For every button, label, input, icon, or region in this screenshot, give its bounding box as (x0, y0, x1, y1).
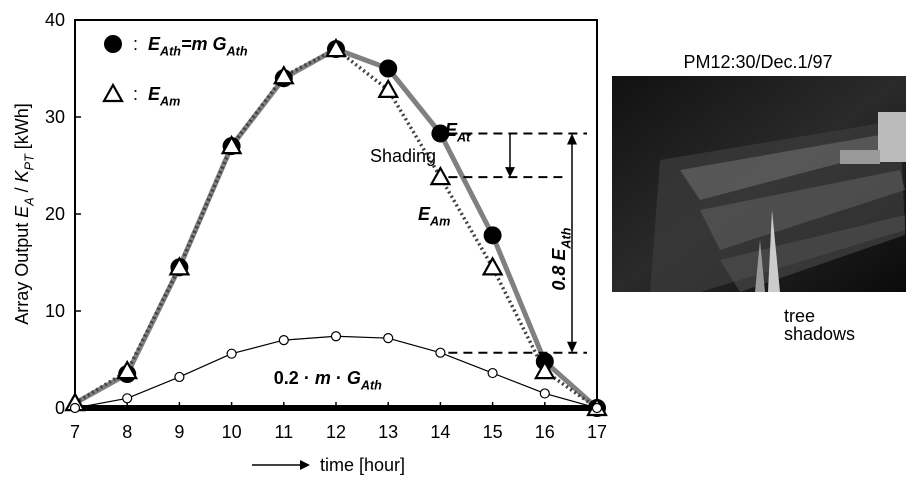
text-part: Ath (159, 44, 181, 58)
x-tick-label: 14 (430, 422, 450, 442)
rich-text: EAm (418, 204, 450, 228)
text-part: Am (159, 94, 180, 108)
x-tick-label: 12 (326, 422, 346, 442)
marker (325, 37, 347, 58)
marker (429, 165, 452, 186)
photo-label: tree (784, 306, 815, 326)
text-part: Array Output (12, 218, 32, 325)
marker (377, 78, 400, 98)
text-part: At (456, 130, 471, 144)
rich-text: 0.2 · m · GAth (274, 368, 382, 392)
text-part: K (12, 169, 32, 182)
text-part: PT (22, 153, 36, 170)
marker (483, 226, 502, 245)
marker (431, 124, 450, 143)
rich-text: EAt (445, 120, 471, 144)
text-part: E (445, 120, 458, 140)
marker (220, 134, 243, 155)
marker (533, 359, 556, 380)
arrowhead (567, 133, 577, 145)
marker (481, 256, 504, 276)
text-part: Ath (559, 227, 573, 249)
text-part: 0.8 (549, 261, 569, 291)
x-tick-label: 11 (274, 422, 293, 442)
text-part: E (12, 205, 32, 218)
text-part: · (331, 368, 347, 388)
rich-text: Shading (370, 146, 436, 166)
y-tick-label: 40 (45, 10, 65, 30)
plot-frame (74, 19, 598, 409)
x-tick-label: 9 (174, 422, 184, 442)
xlabel-arrowhead (300, 460, 310, 470)
rich-text: 0.8 EAth (549, 227, 573, 290)
text-part: Ath (360, 379, 382, 393)
x-tick-label: 8 (122, 422, 132, 442)
x-tick-label: 7 (70, 422, 80, 442)
marker (487, 367, 498, 379)
y-tick-label: 0 (55, 398, 65, 418)
x-tick-label: 10 (222, 422, 242, 442)
y-tick-label: 20 (45, 204, 65, 224)
text-part: E (549, 248, 569, 261)
marker (383, 333, 394, 344)
marker (69, 402, 81, 414)
text-part: m G (192, 34, 227, 54)
text-part: E (148, 34, 161, 54)
text-part: A (22, 197, 36, 206)
arrowhead (505, 167, 515, 178)
text-part: Shading (370, 146, 436, 166)
photo (612, 76, 906, 292)
text-part: / (12, 182, 32, 197)
x-axis-label: time [hour] (320, 455, 405, 475)
text-part: [kWh] (12, 103, 32, 154)
y-tick-label: 30 (45, 107, 65, 127)
legend-marker (104, 35, 122, 53)
marker (539, 388, 550, 399)
x-tick-label: 13 (378, 422, 398, 442)
photo-caption: PM12:30/Dec.1/97 (683, 52, 832, 72)
text-part: m (315, 368, 331, 388)
text-part: E (148, 84, 161, 104)
y-tick-label: 10 (45, 301, 65, 321)
marker (591, 402, 603, 414)
x-tick-label: 16 (535, 422, 555, 442)
arrowhead (567, 341, 577, 353)
rich-text: Array Output EA / KPT [kWh] (12, 103, 36, 325)
legend-separator: : (133, 84, 138, 104)
marker (379, 59, 398, 78)
text-part: = (181, 34, 192, 54)
text-part: Am (429, 214, 450, 228)
photo-label: shadows (784, 324, 855, 344)
marker (122, 393, 133, 404)
marker (278, 335, 289, 346)
text-part: 0.2 · (274, 368, 315, 388)
legend-separator: : (133, 34, 138, 54)
marker (116, 359, 139, 380)
marker (168, 256, 191, 276)
x-tick-label: 17 (587, 422, 607, 442)
marker (174, 371, 185, 383)
rich-text: EAm (148, 84, 180, 108)
rich-text: EAth=m GAth (148, 34, 248, 58)
legend-marker (102, 82, 124, 103)
text-part: Ath (226, 44, 248, 58)
marker (272, 65, 295, 85)
text-part: E (418, 204, 431, 224)
x-tick-label: 15 (483, 422, 503, 442)
text-part: G (347, 368, 361, 388)
marker (330, 331, 342, 342)
marker (435, 347, 446, 358)
marker (226, 348, 237, 359)
